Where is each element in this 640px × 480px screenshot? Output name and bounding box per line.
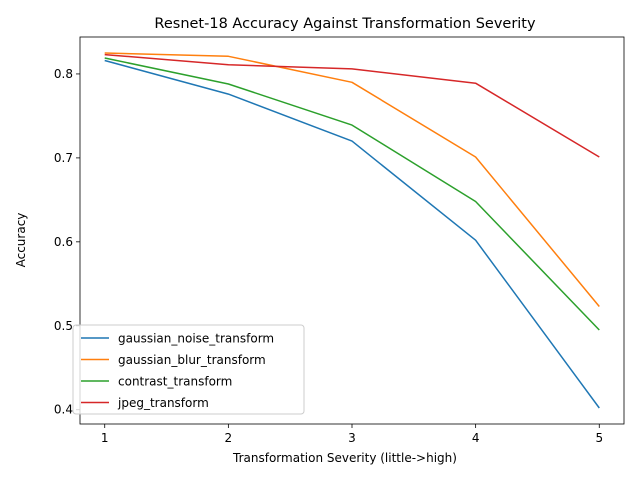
legend-box [72, 324, 305, 415]
legend-label: contrast_transform [118, 375, 232, 389]
chart-title: Resnet-18 Accuracy Against Transformatio… [154, 16, 536, 32]
plot-area: 1 2 3 4 5 0.4 0.5 0.6 0.7 0.8 [54, 36, 625, 445]
x-tick-label: 4 [472, 431, 480, 445]
x-axis-label: Transformation Severity (little->high) [232, 451, 457, 465]
legend-label: gaussian_blur_transform [118, 353, 266, 367]
legend-label: jpeg_transform [117, 396, 209, 410]
x-tick-label: 1 [101, 431, 109, 445]
y-tick-label: 0.5 [54, 319, 73, 333]
legend-label: gaussian_noise_transform [118, 332, 274, 346]
legend: gaussian_noise_transform gaussian_blur_tr… [72, 324, 305, 415]
series-line-gaussian-blur-transform [104, 52, 600, 307]
y-tick-label: 0.7 [54, 151, 73, 165]
series-line-gaussian-noise-transform [104, 59, 600, 409]
axes-frame [79, 36, 625, 425]
x-tick-label: 3 [348, 431, 356, 445]
y-axis-label: Accuracy [14, 213, 28, 268]
x-tick-label: 5 [595, 431, 603, 445]
series-line-jpeg-transform [104, 53, 600, 158]
y-tick-label: 0.8 [54, 67, 73, 81]
y-tick-label: 0.6 [54, 235, 73, 249]
x-tick-label: 2 [225, 431, 233, 445]
y-tick-label: 0.4 [54, 403, 73, 417]
series-line-contrast-transform [104, 57, 600, 331]
